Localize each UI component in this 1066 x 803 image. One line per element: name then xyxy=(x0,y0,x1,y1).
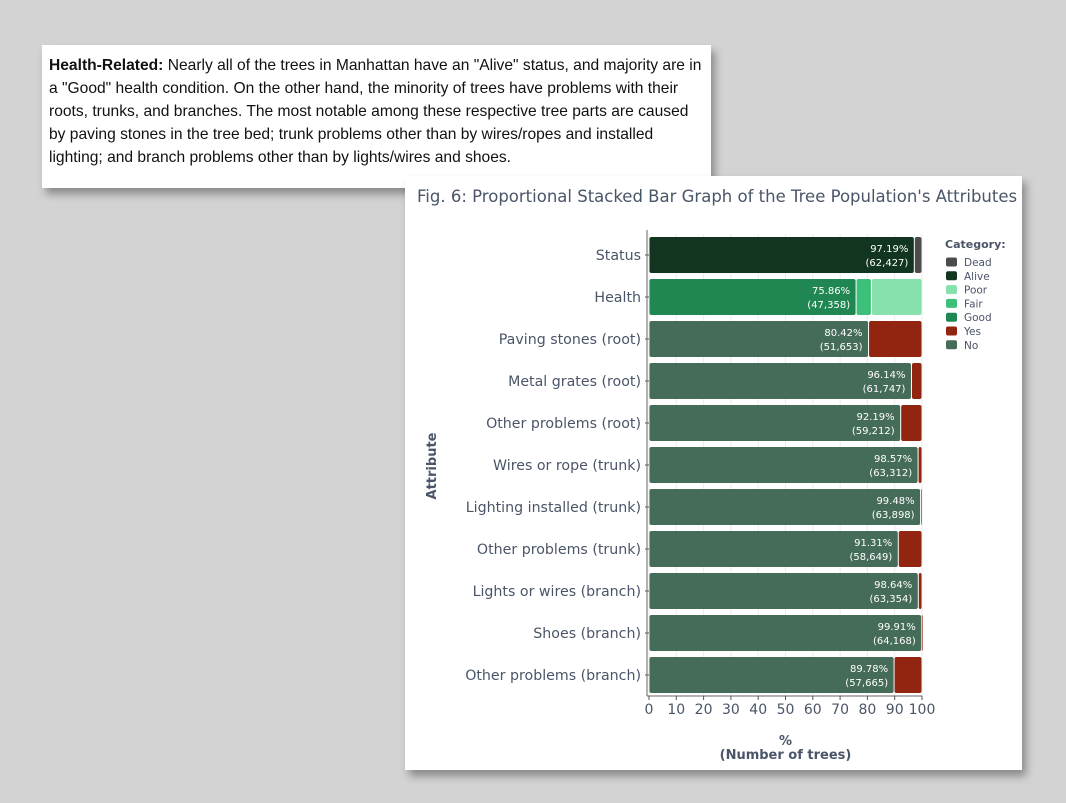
bar-percent-label: 98.57% xyxy=(874,454,912,465)
bar-segment-alive xyxy=(649,237,914,273)
legend-swatch-no xyxy=(946,340,957,350)
legend-swatch-alive xyxy=(946,271,957,281)
x-tick-label: 80 xyxy=(858,702,876,718)
bar-count-label: (59,212) xyxy=(852,426,895,437)
summary-lead: Health-Related: xyxy=(49,57,164,74)
bar-count-label: (63,312) xyxy=(869,468,912,479)
bar-segment-yes xyxy=(918,447,922,483)
y-tick-label: Paving stones (root) xyxy=(499,332,641,348)
x-tick-label: 30 xyxy=(722,702,740,718)
bar-count-label: (63,898) xyxy=(872,510,915,521)
bar-segment-no xyxy=(649,573,918,609)
bar-percent-label: 75.86% xyxy=(812,286,850,297)
y-tick-label: Metal grates (root) xyxy=(508,374,641,390)
y-tick-label: Wires or rope (trunk) xyxy=(493,458,641,474)
y-tick-label: Other problems (root) xyxy=(486,416,641,432)
x-tick-label: 100 xyxy=(909,702,936,718)
y-tick-label: Lights or wires (branch) xyxy=(473,584,641,600)
chart-title: Fig. 6: Proportional Stacked Bar Graph o… xyxy=(417,187,1018,206)
bar-percent-label: 80.42% xyxy=(824,328,862,339)
bar-segment-yes xyxy=(922,615,923,651)
bar-segment-yes xyxy=(918,573,922,609)
stacked-bar-chart: 97.19% (62,427) Status 75.86% (47,358) Health… xyxy=(425,230,1006,763)
y-tick-label: Lighting installed (trunk) xyxy=(466,500,641,516)
bar-segment-yes xyxy=(901,405,922,441)
bar-percent-label: 97.19% xyxy=(870,244,908,255)
x-tick-label: 90 xyxy=(886,702,904,718)
bar-percent-label: 99.91% xyxy=(878,622,916,633)
y-tick-label: Shoes (branch) xyxy=(533,626,641,642)
bar-count-label: (62,427) xyxy=(866,258,909,269)
bar-percent-label: 98.64% xyxy=(874,580,912,591)
x-tick-label: 0 xyxy=(645,702,654,718)
bar-segment-no xyxy=(649,405,901,441)
bar-count-label: (57,665) xyxy=(845,678,888,689)
bar-segment-yes xyxy=(921,489,922,525)
legend-label-no: No xyxy=(964,340,978,352)
summary-paragraph: Health-Related: Nearly all of the trees … xyxy=(42,45,711,178)
bar-percent-label: 99.48% xyxy=(876,496,914,507)
legend-label-good: Good xyxy=(964,312,992,324)
x-tick-label: 40 xyxy=(749,702,767,718)
x-axis-title-line2: (Number of trees) xyxy=(720,748,852,763)
x-tick-label: 50 xyxy=(777,702,795,718)
bar-segment-no xyxy=(649,615,922,651)
y-tick-label: Other problems (trunk) xyxy=(477,542,641,558)
bar-percent-label: 89.78% xyxy=(850,664,888,675)
bar-segment-dead xyxy=(914,237,922,273)
bar-count-label: (58,649) xyxy=(849,552,892,563)
bar-percent-label: 92.19% xyxy=(857,412,895,423)
legend-label-poor: Poor xyxy=(964,285,988,297)
legend-title: Category: xyxy=(945,238,1006,251)
summary-text-panel: Health-Related: Nearly all of the trees … xyxy=(42,45,711,188)
bar-segment-no xyxy=(649,531,898,567)
bar-count-label: (51,653) xyxy=(820,342,863,353)
bar-count-label: (61,747) xyxy=(863,384,906,395)
legend-swatch-fair xyxy=(946,298,957,308)
x-tick-label: 20 xyxy=(695,702,713,718)
y-tick-label: Health xyxy=(594,290,641,306)
y-axis-title: Attribute xyxy=(425,432,440,499)
bar-segment-yes xyxy=(898,531,922,567)
bar-count-label: (64,168) xyxy=(873,636,916,647)
bar-segment-no xyxy=(649,489,921,525)
legend-label-dead: Dead xyxy=(964,257,992,269)
legend-swatch-poor xyxy=(946,285,957,295)
bar-segment-no xyxy=(649,363,911,399)
bar-segment-poor xyxy=(871,279,922,315)
bar-segment-no xyxy=(649,447,918,483)
legend-swatch-good xyxy=(946,312,957,322)
x-tick-label: 60 xyxy=(804,702,822,718)
y-tick-label: Other problems (branch) xyxy=(465,668,641,684)
y-tick-label: Status xyxy=(596,248,641,264)
chart-panel: Fig. 6: Proportional Stacked Bar Graph o… xyxy=(405,176,1022,770)
bar-count-label: (63,354) xyxy=(869,594,912,605)
x-tick-label: 70 xyxy=(831,702,849,718)
bar-segment-no xyxy=(649,321,869,357)
legend-label-alive: Alive xyxy=(964,271,990,283)
bar-segment-good xyxy=(649,279,856,315)
bar-segment-fair xyxy=(856,279,871,315)
legend-swatch-dead xyxy=(946,257,957,267)
legend-swatch-yes xyxy=(946,326,957,336)
bar-percent-label: 91.31% xyxy=(854,538,892,549)
bar-segment-no xyxy=(649,657,894,693)
bar-segment-yes xyxy=(911,363,922,399)
legend-label-yes: Yes xyxy=(963,326,981,338)
legend-label-fair: Fair xyxy=(964,298,983,310)
bar-segment-yes xyxy=(869,321,922,357)
summary-body: Nearly all of the trees in Manhattan hav… xyxy=(49,57,702,166)
bar-count-label: (47,358) xyxy=(807,300,850,311)
bar-segment-yes xyxy=(894,657,922,693)
bar-percent-label: 96.14% xyxy=(867,370,905,381)
x-axis-title-line1: % xyxy=(779,734,792,749)
x-tick-label: 10 xyxy=(667,702,685,718)
